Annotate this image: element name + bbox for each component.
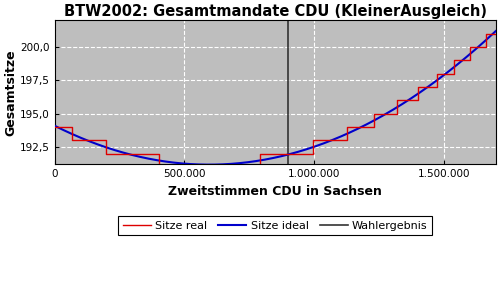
Sitze real bbox=[434, 72, 440, 76]
Sitze real bbox=[344, 139, 350, 142]
Sitze real bbox=[344, 125, 350, 129]
Sitze real bbox=[451, 58, 457, 62]
Sitze real bbox=[102, 152, 108, 156]
Sitze real bbox=[482, 45, 488, 49]
Sitze real bbox=[468, 58, 473, 62]
Sitze ideal bbox=[480, 41, 486, 44]
Sitze ideal bbox=[400, 102, 406, 106]
Sitze real bbox=[434, 85, 440, 89]
Sitze real bbox=[468, 45, 473, 49]
Sitze real bbox=[68, 139, 74, 142]
Sitze real bbox=[371, 125, 377, 129]
Sitze ideal bbox=[206, 163, 212, 166]
Sitze real bbox=[52, 125, 58, 129]
Sitze real bbox=[156, 152, 162, 156]
Sitze real bbox=[156, 165, 162, 169]
Sitze ideal bbox=[52, 124, 58, 128]
Sitze ideal bbox=[266, 157, 272, 160]
Sitze ideal bbox=[480, 41, 486, 44]
Sitze real bbox=[394, 99, 400, 102]
Sitze real bbox=[371, 112, 377, 116]
Sitze real bbox=[415, 99, 421, 102]
X-axis label: Zweitstimmen CDU in Sachsen: Zweitstimmen CDU in Sachsen bbox=[168, 185, 382, 198]
Sitze real bbox=[451, 72, 457, 76]
Sitze real bbox=[257, 165, 263, 169]
Sitze real bbox=[257, 152, 263, 156]
Sitze ideal bbox=[74, 134, 80, 138]
Sitze real bbox=[482, 32, 488, 35]
Line: Sitze real: Sitze real bbox=[54, 34, 496, 167]
Line: Sitze ideal: Sitze ideal bbox=[54, 31, 496, 165]
Sitze real bbox=[415, 85, 421, 89]
Sitze ideal bbox=[493, 29, 499, 33]
Sitze real bbox=[68, 125, 74, 129]
Y-axis label: Gesamtsitze: Gesamtsitze bbox=[4, 49, 17, 136]
Sitze ideal bbox=[254, 159, 260, 163]
Legend: Sitze real, Sitze ideal, Wahlergebnis: Sitze real, Sitze ideal, Wahlergebnis bbox=[118, 216, 432, 235]
Sitze real bbox=[310, 152, 316, 156]
Sitze real bbox=[310, 139, 316, 142]
Sitze real bbox=[102, 139, 108, 142]
Sitze real bbox=[493, 32, 499, 35]
Sitze real bbox=[394, 112, 400, 116]
Title: BTW2002: Gesamtmandate CDU (KleinerAusgleich): BTW2002: Gesamtmandate CDU (KleinerAusgl… bbox=[64, 4, 487, 19]
